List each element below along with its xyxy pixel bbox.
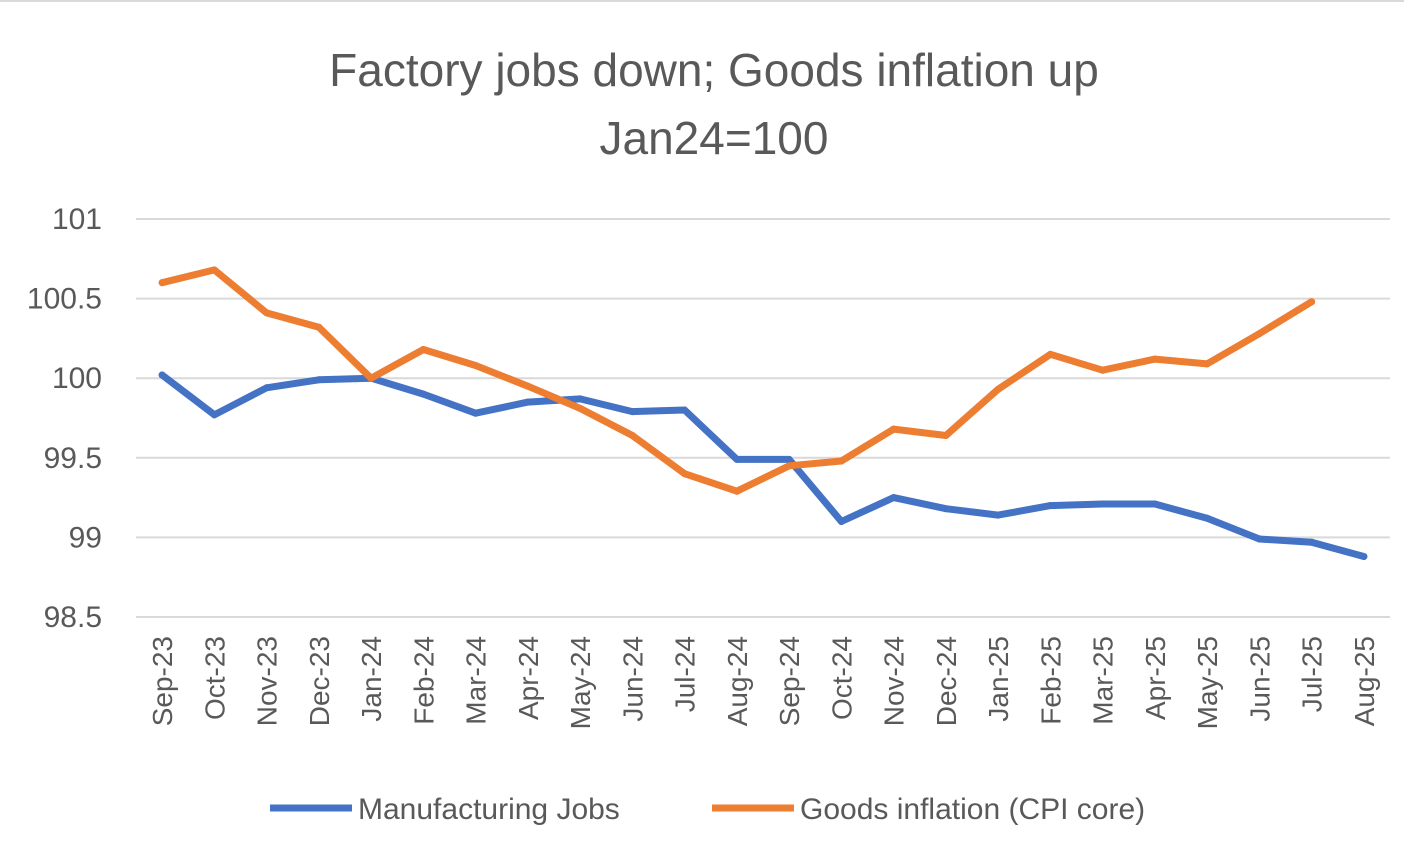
data-point [733,487,741,495]
data-point [942,505,950,513]
x-tick-label: Oct-24 [826,636,857,720]
data-point [576,395,584,403]
data-point [1360,553,1368,561]
x-tick-label: Feb-24 [408,636,439,725]
data-point [1099,366,1107,374]
y-tick-label: 100 [52,362,102,395]
data-point [681,470,689,478]
x-tick-label: Jul-24 [670,636,701,712]
data-point [419,346,427,354]
data-point [890,494,898,502]
data-point [472,361,480,369]
data-point [1308,538,1316,546]
series-lines [158,266,1368,561]
x-tick-label: Jan-25 [983,636,1014,722]
x-tick-label: Jun-24 [617,636,648,722]
data-point [1255,330,1263,338]
legend-label: Goods inflation (CPI core) [800,793,1145,826]
x-tick-label: Jul-25 [1297,636,1328,712]
legend: Manufacturing Jobs Goods inflation (CPI c… [270,793,1145,826]
x-tick-label: Apr-24 [513,636,544,720]
x-tick-label: May-25 [1192,636,1223,729]
x-tick-label: Dec-24 [931,636,962,726]
x-tick-label: May-24 [565,636,596,729]
data-point [576,404,584,412]
data-point [837,517,845,525]
x-tick-label: Aug-25 [1349,636,1380,726]
data-point [158,371,166,379]
x-tick-label: Sep-24 [774,636,805,726]
data-point [315,376,323,384]
data-point [1046,350,1054,358]
legend-label: Manufacturing Jobs [358,793,620,826]
data-point [837,457,845,465]
data-point [1151,355,1159,363]
data-point [367,374,375,382]
data-point [315,323,323,331]
data-point [628,432,636,440]
data-point [1151,500,1159,508]
data-point [785,462,793,470]
data-point [733,455,741,463]
x-tick-label: Apr-25 [1140,636,1171,720]
x-tick-label: Jan-24 [356,636,387,722]
data-point [681,406,689,414]
data-point [785,455,793,463]
data-point [419,390,427,398]
data-point [1255,535,1263,543]
x-tick-label: Mar-24 [461,636,492,725]
data-point [158,279,166,287]
data-point [524,382,532,390]
x-tick-label: Jun-25 [1244,636,1275,722]
x-tick-label: Aug-24 [722,636,753,726]
data-point [263,309,271,317]
x-tick-label: Dec-23 [304,636,335,726]
y-tick-label: 99.5 [44,442,102,475]
data-point [1308,298,1316,306]
data-point [890,425,898,433]
y-tick-label: 98.5 [44,601,102,634]
y-tick-label: 101 [52,203,102,236]
chart-subtitle: Jan24=100 [600,112,829,164]
data-point [628,408,636,416]
data-point [210,266,218,274]
x-tick-label: Oct-23 [199,636,230,720]
chart-title: Factory jobs down; Goods inflation up [329,44,1099,96]
y-tick-label: 99 [69,521,102,554]
data-point [210,411,218,419]
x-tick-label: Sep-23 [147,636,178,726]
x-axis: Sep-23 Oct-23 Nov-23 Dec-23 Jan-24 Feb-24 Mar-… [147,636,1380,729]
x-tick-label: Mar-25 [1088,636,1119,725]
data-point [263,384,271,392]
y-tick-label: 100.5 [27,283,102,316]
data-point [1099,500,1107,508]
data-point [994,511,1002,519]
data-point [1203,360,1211,368]
data-point [942,432,950,440]
data-point [994,385,1002,393]
y-axis: 101 100.5 100 99.5 99 98.5 [27,203,102,634]
gridlines [136,218,1390,618]
data-point [1046,502,1054,510]
x-tick-label: Nov-23 [252,636,283,726]
series-line-manufacturing-jobs [158,371,1368,560]
x-tick-label: Feb-25 [1035,636,1066,725]
x-tick-label: Nov-24 [879,636,910,726]
data-point [524,398,532,406]
data-point [472,409,480,417]
data-point [1203,514,1211,522]
